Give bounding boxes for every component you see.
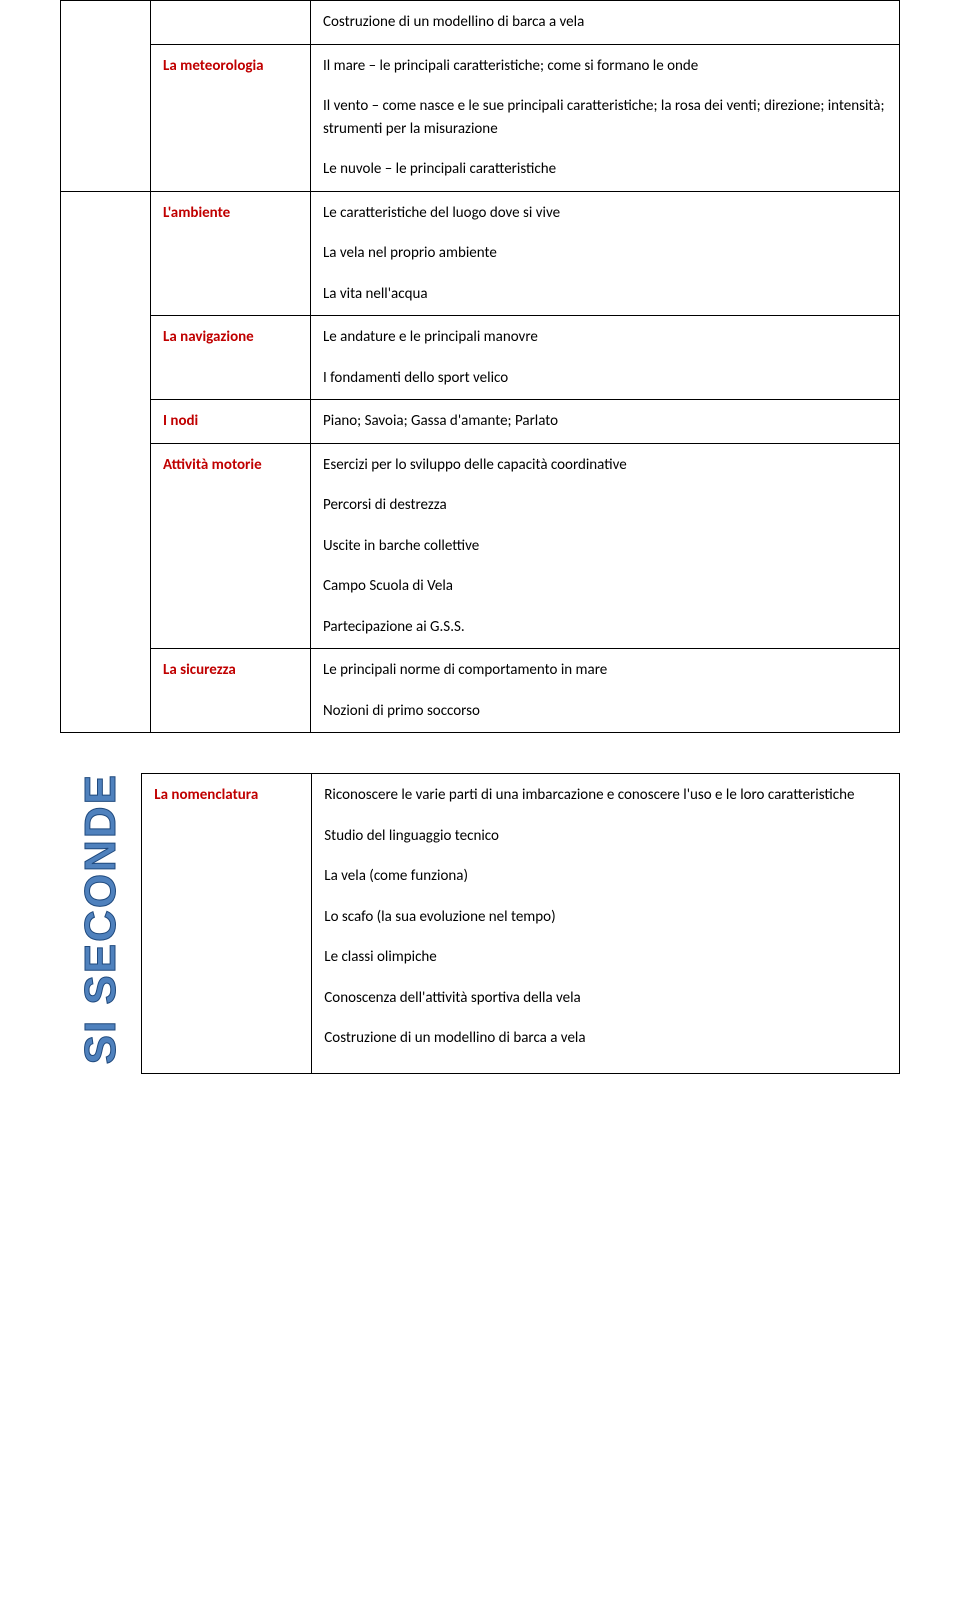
content-line: Le caratteristiche del luogo dove si viv…: [323, 202, 887, 225]
label-text: I nodi: [163, 412, 198, 430]
table-row: La sicurezza Le principali norme di comp…: [61, 649, 900, 733]
content-line: Le nuvole – le principali caratteristich…: [323, 158, 887, 181]
content-line: Esercizi per lo sviluppo delle capacità …: [323, 454, 887, 477]
content-line: Le classi olimpiche: [324, 946, 887, 969]
table-row: Costruzione di un modellino di barca a v…: [61, 1, 900, 45]
label-text: La meteorologia: [163, 57, 264, 75]
row-label: La navigazione: [151, 316, 311, 400]
table-row: Attività motorie Esercizi per lo svilupp…: [61, 443, 900, 649]
row-label: La sicurezza: [151, 649, 311, 733]
content-line: I fondamenti dello sport velico: [323, 367, 887, 390]
row-content: Le caratteristiche del luogo dove si viv…: [311, 191, 900, 316]
row-content: Le principali norme di comportamento in …: [311, 649, 900, 733]
side-label-column: SI SECONDE: [60, 773, 141, 1074]
row-label: La nomenclatura: [142, 774, 312, 1074]
content-line: Percorsi di destrezza: [323, 494, 887, 517]
label-text: L'ambiente: [163, 204, 230, 222]
row-content: Le andature e le principali manovre I fo…: [311, 316, 900, 400]
sub-table: La nomenclatura Riconoscere le varie par…: [141, 773, 900, 1074]
row-content: Esercizi per lo sviluppo delle capacità …: [311, 443, 900, 649]
content-line: Conoscenza dell'attività sportiva della …: [324, 987, 887, 1010]
label-text: La navigazione: [163, 328, 254, 346]
row-content: Piano; Savoia; Gassa d'amante; Parlato: [311, 400, 900, 444]
table-row: La meteorologia Il mare – le principali …: [61, 44, 900, 191]
side-vertical-text: SI SECONDE: [79, 773, 123, 1064]
left-spacer-cell: [61, 1, 151, 192]
table-row: L'ambiente Le caratteristiche del luogo …: [61, 191, 900, 316]
content-line: Partecipazione ai G.S.S.: [323, 616, 887, 639]
label-text: La sicurezza: [163, 661, 236, 679]
row-content: Costruzione di un modellino di barca a v…: [311, 1, 900, 45]
content-line: Lo scafo (la sua evoluzione nel tempo): [324, 906, 887, 929]
page: Costruzione di un modellino di barca a v…: [0, 0, 960, 1114]
row-label: I nodi: [151, 400, 311, 444]
content-line: Piano; Savoia; Gassa d'amante; Parlato: [323, 410, 887, 433]
row-content: Il mare – le principali caratteristiche;…: [311, 44, 900, 191]
label-text: Attività motorie: [163, 456, 262, 474]
content-line: Uscite in barche collettive: [323, 535, 887, 558]
content-line: Costruzione di un modellino di barca a v…: [324, 1027, 887, 1050]
content-line: Il vento – come nasce e le sue principal…: [323, 95, 887, 140]
content-line: La vela nel proprio ambiente: [323, 242, 887, 265]
row-label: La meteorologia: [151, 44, 311, 191]
label-text: La nomenclatura: [154, 786, 258, 804]
table-row: La navigazione Le andature e le principa…: [61, 316, 900, 400]
content-line: Costruzione di un modellino di barca a v…: [323, 11, 887, 34]
second-section: SI SECONDE La nomenclatura Riconoscere l…: [60, 773, 900, 1074]
row-label: Attività motorie: [151, 443, 311, 649]
table-row: I nodi Piano; Savoia; Gassa d'amante; Pa…: [61, 400, 900, 444]
content-line: Nozioni di primo soccorso: [323, 700, 887, 723]
content-line: Il mare – le principali caratteristiche;…: [323, 55, 887, 78]
content-line: Riconoscere le varie parti di una imbarc…: [324, 784, 887, 807]
content-line: Le principali norme di comportamento in …: [323, 659, 887, 682]
main-table-body: Costruzione di un modellino di barca a v…: [61, 1, 900, 733]
content-line: La vita nell'acqua: [323, 283, 887, 306]
content-line: La vela (come funziona): [324, 865, 887, 888]
left-spacer-cell: [61, 191, 151, 733]
row-label: [151, 1, 311, 45]
main-table: Costruzione di un modellino di barca a v…: [60, 0, 900, 733]
row-label: L'ambiente: [151, 191, 311, 316]
content-line: Le andature e le principali manovre: [323, 326, 887, 349]
content-line: Campo Scuola di Vela: [323, 575, 887, 598]
row-content: Riconoscere le varie parti di una imbarc…: [312, 774, 900, 1074]
table-row: La nomenclatura Riconoscere le varie par…: [142, 774, 900, 1074]
content-line: Studio del linguaggio tecnico: [324, 825, 887, 848]
